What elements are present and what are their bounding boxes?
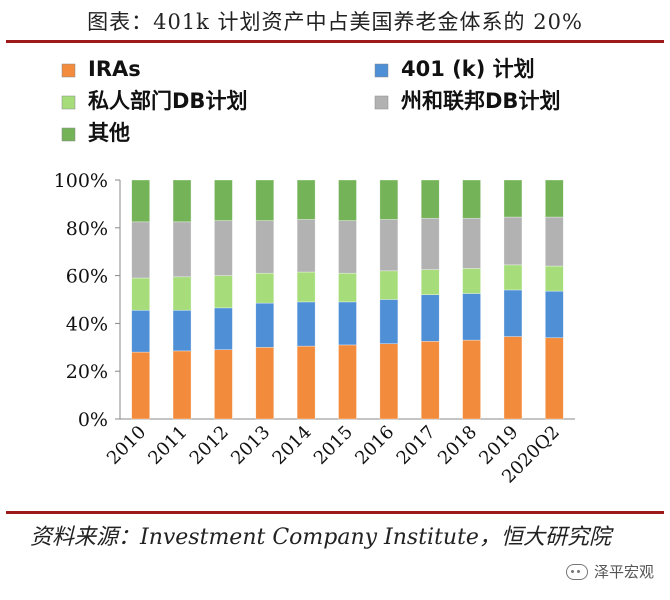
bar-segment bbox=[172, 276, 192, 311]
legend-swatch bbox=[61, 95, 76, 110]
bar-segment bbox=[420, 341, 440, 420]
bar-segment bbox=[545, 290, 564, 339]
bar-segment bbox=[420, 217, 440, 270]
bar-segment bbox=[462, 268, 481, 294]
y-tick-label: 60% bbox=[66, 266, 108, 288]
bar-segment bbox=[379, 299, 399, 345]
bar-segment bbox=[420, 269, 440, 296]
bar-segment bbox=[131, 277, 150, 311]
bar-segment bbox=[255, 346, 275, 420]
bar-segment bbox=[172, 309, 192, 352]
x-tick-label: 2017 bbox=[393, 422, 440, 469]
bar-segment bbox=[503, 336, 523, 420]
bar-segment bbox=[214, 179, 233, 221]
bar-segment bbox=[255, 272, 275, 304]
bar-segment bbox=[172, 221, 192, 278]
bar-segment bbox=[296, 219, 316, 273]
bar-segment bbox=[338, 344, 357, 420]
chart-title: 图表：401k 计划资产中占美国养老金体系的 20% bbox=[87, 10, 583, 34]
bar-segment bbox=[131, 351, 150, 420]
bar-segment bbox=[503, 179, 523, 218]
bar-segment bbox=[420, 294, 440, 342]
bar-segment bbox=[172, 179, 192, 223]
bar-segment bbox=[545, 179, 564, 218]
watermark-text: 泽平宏观 bbox=[593, 563, 654, 581]
bar-segment bbox=[379, 270, 399, 300]
bar-segment bbox=[545, 337, 564, 420]
legend-label: 私人部门DB计划 bbox=[88, 89, 247, 113]
x-tick-label: 2011 bbox=[144, 422, 191, 469]
bar-segment bbox=[462, 217, 481, 269]
bar-segment bbox=[131, 309, 150, 353]
wechat-icon bbox=[565, 563, 588, 580]
x-tick-label: 2015 bbox=[310, 422, 357, 469]
bar-segment bbox=[379, 179, 399, 220]
plot-area: 0%20%40%60%80%100%2010201120122013201420… bbox=[54, 170, 575, 487]
y-tick-label: 80% bbox=[66, 218, 108, 240]
legend-swatch bbox=[374, 63, 389, 78]
y-tick-label: 40% bbox=[66, 313, 108, 335]
bar-segment bbox=[338, 272, 357, 303]
bar-segment bbox=[296, 301, 316, 347]
bar-segment bbox=[545, 216, 564, 267]
watermark: 泽平宏观 bbox=[565, 561, 654, 582]
bar-segment bbox=[131, 179, 150, 223]
legend-swatch bbox=[61, 63, 76, 78]
bar-segment bbox=[545, 265, 564, 292]
bar-segment bbox=[338, 220, 357, 274]
bar-segment bbox=[255, 179, 275, 221]
bar-segment bbox=[296, 271, 316, 303]
bar-segment bbox=[420, 179, 440, 219]
bar-segment bbox=[379, 343, 399, 420]
legend-swatch bbox=[374, 95, 389, 110]
y-tick-label: 20% bbox=[66, 361, 108, 383]
bar-segment bbox=[338, 301, 357, 346]
legend-label: IRAs bbox=[88, 57, 141, 81]
x-tick-label: 2016 bbox=[351, 422, 398, 469]
x-tick-label: 2014 bbox=[268, 422, 315, 469]
bar-segment bbox=[131, 221, 150, 279]
legend-label: 州和联邦DB计划 bbox=[401, 89, 560, 113]
source-note: 资料来源：Investment Company Institute，恒大研究院 bbox=[30, 525, 611, 550]
x-tick-label: 2013 bbox=[227, 422, 274, 469]
legend-label: 其他 bbox=[88, 121, 130, 145]
bar-segment bbox=[172, 350, 192, 420]
bar-segment bbox=[296, 179, 316, 220]
source-divider bbox=[6, 511, 664, 514]
bar-segment bbox=[503, 264, 523, 291]
bar-segment bbox=[214, 275, 233, 309]
bar-segment bbox=[379, 219, 399, 272]
x-tick-label: 2012 bbox=[186, 422, 233, 469]
bar-segment bbox=[214, 349, 233, 420]
bar-segment bbox=[296, 345, 316, 420]
bar-segment bbox=[214, 307, 233, 350]
x-tick-label: 2010 bbox=[103, 422, 150, 469]
bar-segment bbox=[462, 293, 481, 341]
bar-segment bbox=[255, 302, 275, 348]
title-divider bbox=[6, 40, 664, 43]
legend-swatch bbox=[61, 127, 76, 142]
bar-segment bbox=[338, 179, 357, 221]
legend-label: 401 (k) 计划 bbox=[401, 57, 535, 81]
x-tick-label: 2018 bbox=[434, 422, 481, 469]
bar-segment bbox=[503, 216, 523, 266]
bar-segment bbox=[255, 220, 275, 274]
y-tick-label: 100% bbox=[54, 170, 108, 192]
bar-segment bbox=[503, 289, 523, 337]
bar-segment bbox=[462, 179, 481, 219]
bar-segment bbox=[214, 220, 233, 276]
y-tick-label: 0% bbox=[78, 409, 108, 431]
bar-segment bbox=[462, 339, 481, 420]
